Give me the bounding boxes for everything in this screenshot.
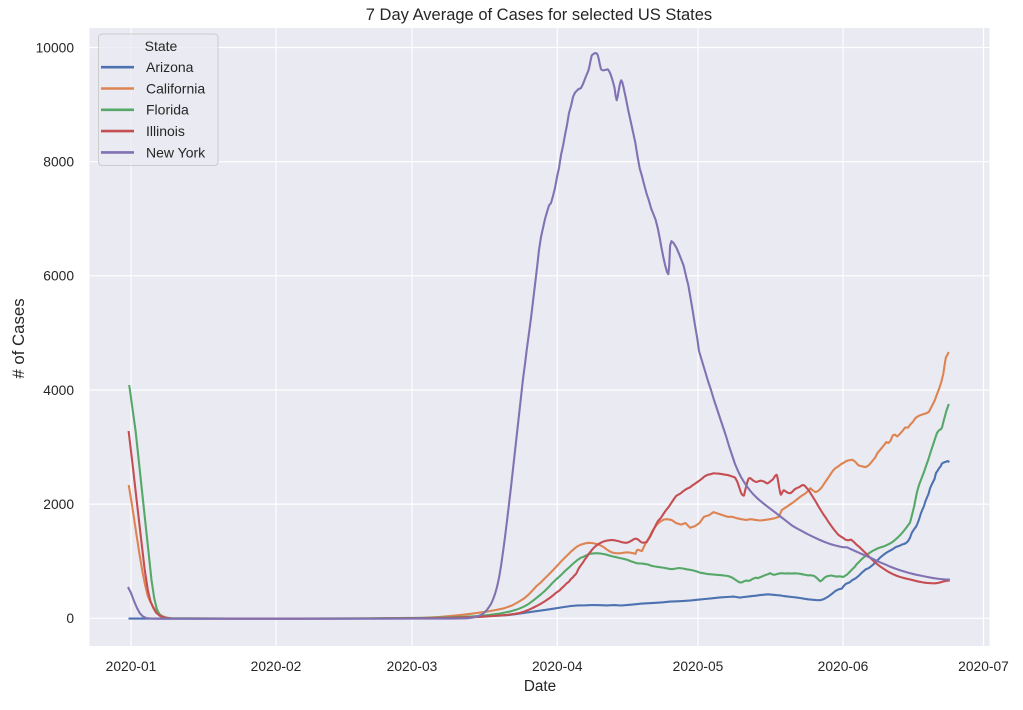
svg-text:Arizona: Arizona <box>146 59 194 75</box>
svg-text:2020-03: 2020-03 <box>387 659 438 674</box>
svg-text:State: State <box>145 38 178 54</box>
svg-text:2000: 2000 <box>43 497 74 512</box>
svg-text:California: California <box>146 80 205 96</box>
svg-text:2020-02: 2020-02 <box>251 659 302 674</box>
svg-text:2020-01: 2020-01 <box>106 659 157 674</box>
svg-text:2020-05: 2020-05 <box>673 659 724 674</box>
svg-text:Florida: Florida <box>146 102 189 118</box>
svg-text:# of Cases: # of Cases <box>9 298 28 378</box>
svg-text:Illinois: Illinois <box>146 123 185 139</box>
svg-text:2020-04: 2020-04 <box>532 659 583 674</box>
svg-text:2020-06: 2020-06 <box>818 659 869 674</box>
svg-text:Date: Date <box>524 678 556 695</box>
svg-text:New York: New York <box>146 144 206 160</box>
svg-text:2020-07: 2020-07 <box>958 659 1009 674</box>
svg-text:8000: 8000 <box>43 155 74 170</box>
svg-text:10000: 10000 <box>36 40 75 55</box>
svg-text:6000: 6000 <box>43 269 74 284</box>
svg-text:7 Day Average of Cases for sel: 7 Day Average of Cases for selected US S… <box>366 6 712 24</box>
svg-text:4000: 4000 <box>43 383 74 398</box>
svg-text:0: 0 <box>66 611 74 626</box>
